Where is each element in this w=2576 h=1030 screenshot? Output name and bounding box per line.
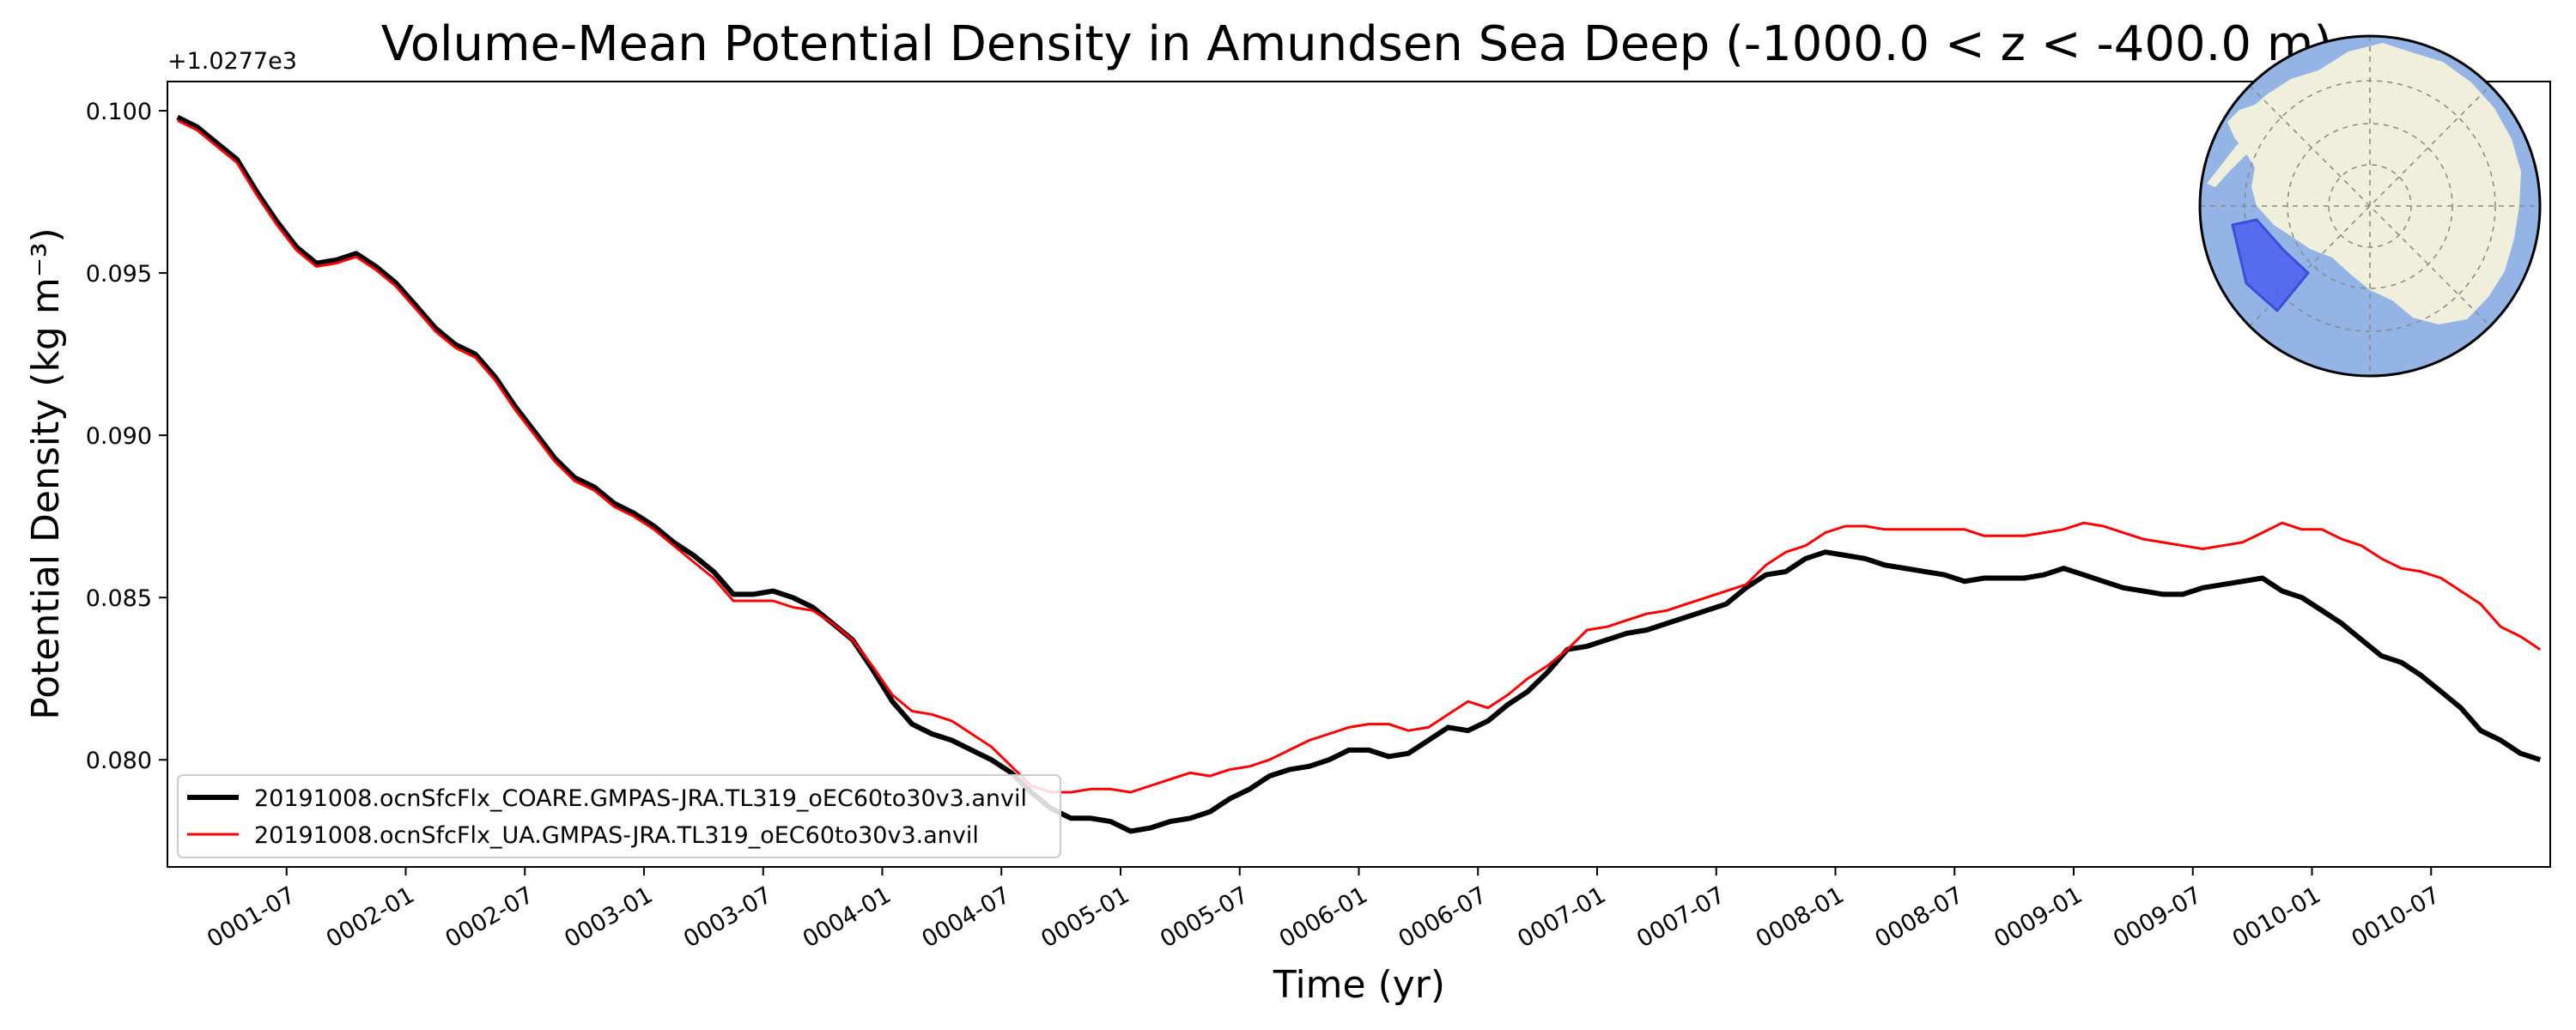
x-tick-label: 0002-01 [322,882,419,953]
y-tick-label: 0.095 [86,261,152,288]
legend-label-ua: 20191008.ocnSfcFlx_UA.GMPAS-JRA.TL319_oE… [254,822,979,849]
x-tick-label: 0007-01 [1513,882,1610,953]
x-tick-label: 0002-07 [441,882,538,953]
x-axis-label: Time (yr) [1273,963,1445,1007]
y-offset-label: +1.0277e3 [167,48,297,75]
x-tick-label: 0003-01 [560,882,657,953]
chart-title: Volume-Mean Potential Density in Amundse… [381,16,2333,72]
y-tick-label: 0.090 [86,423,152,450]
series-line-ua [177,119,2542,794]
x-tick-label: 0005-01 [1036,882,1133,953]
legend-label-coare: 20191008.ocnSfcFlx_COARE.GMPAS-JRA.TL319… [254,785,1027,812]
y-tick-label: 0.085 [86,585,152,612]
map-amundsen-sea-region [2231,218,2311,313]
map-antarctica-land [2227,43,2521,324]
y-tick-label: 0.100 [86,99,152,125]
x-tick-label: 0008-07 [1871,882,1968,953]
x-tick-label: 0005-07 [1156,882,1253,953]
series-line-coare [176,114,2542,834]
legend: 20191008.ocnSfcFlx_COARE.GMPAS-JRA.TL319… [177,774,1061,858]
x-tick-label: 0006-07 [1394,882,1492,953]
x-tick-label: 0006-01 [1275,882,1372,953]
x-tick-label: 0004-07 [918,882,1015,953]
legend-box [177,774,1061,858]
series-group [176,114,2542,834]
x-tick-label: 0010-07 [2348,882,2445,953]
map-border [2198,34,2542,378]
x-tick-label: 0009-07 [2109,882,2206,953]
x-tick-label: 0003-07 [679,882,776,953]
y-axis-label: Potential Density (kg m⁻³) [24,227,68,719]
x-tick-label: 0009-01 [1990,882,2087,953]
inset-map [2198,34,2542,378]
x-tick-label: 0010-01 [2228,882,2325,953]
x-ticks: 0001-07 0002-01 0002-07 0003-01 0003-07 0004-… [203,867,2445,953]
x-tick-label: 0008-01 [1752,882,1849,953]
map-antarctic-peninsula [2207,129,2260,187]
x-tick-label: 0004-01 [799,882,896,953]
y-ticks: 0.080 0.085 0.090 0.095 0.100 [86,99,167,774]
x-tick-label: 0001-07 [203,882,300,953]
y-tick-label: 0.080 [86,748,152,774]
x-tick-label: 0007-07 [1632,882,1729,953]
